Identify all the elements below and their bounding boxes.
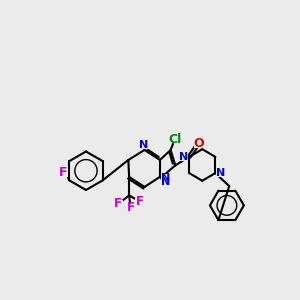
FancyBboxPatch shape: [161, 174, 170, 182]
Text: F: F: [127, 201, 135, 214]
Text: N: N: [179, 152, 188, 162]
Text: N: N: [139, 140, 148, 150]
Text: N: N: [161, 176, 171, 187]
Text: Cl: Cl: [169, 133, 182, 146]
FancyBboxPatch shape: [169, 135, 182, 143]
Text: F: F: [136, 195, 144, 208]
Text: N: N: [161, 173, 170, 183]
FancyBboxPatch shape: [179, 153, 188, 161]
FancyBboxPatch shape: [194, 140, 204, 148]
FancyBboxPatch shape: [58, 168, 68, 177]
FancyBboxPatch shape: [126, 204, 135, 212]
Text: F: F: [59, 166, 68, 179]
FancyBboxPatch shape: [161, 178, 171, 185]
FancyBboxPatch shape: [139, 142, 148, 149]
FancyBboxPatch shape: [114, 200, 123, 208]
Text: N: N: [216, 168, 225, 178]
Text: O: O: [194, 137, 205, 150]
FancyBboxPatch shape: [135, 198, 145, 206]
Text: F: F: [114, 197, 122, 210]
FancyBboxPatch shape: [216, 169, 225, 177]
